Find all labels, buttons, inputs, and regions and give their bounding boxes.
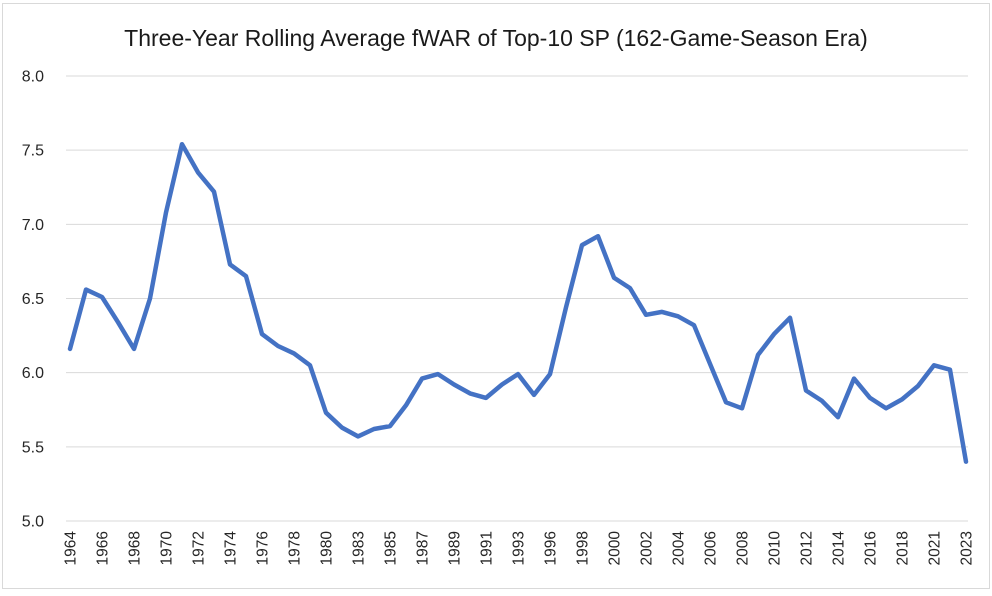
- y-tick-label: 6.0: [22, 365, 44, 382]
- data-line-series: [67, 141, 969, 464]
- x-tick-label: 1966: [95, 531, 112, 565]
- x-tick-label: 2023: [959, 531, 976, 565]
- chart-area: Three-Year Rolling Average fWAR of Top-1…: [2, 3, 990, 589]
- y-tick-label: 6.5: [22, 291, 44, 308]
- x-tick-label: 1996: [543, 531, 560, 565]
- y-axis-tick-labels: 5.0 5.5 6.0 6.5 7.0 7.5 8.0: [22, 69, 44, 531]
- x-axis-tick-labels: 1964 1966 1968 1970 1972 1974 1976 1978 1980 1983…: [63, 531, 976, 566]
- x-tick-label: 1991: [479, 531, 496, 565]
- gridlines-group: [66, 75, 968, 522]
- y-tick-label: 7.0: [22, 217, 44, 234]
- x-tick-label: 1998: [575, 531, 592, 565]
- x-tick-label: 2018: [895, 531, 912, 565]
- x-tick-label: 1970: [159, 531, 176, 566]
- x-tick-label: 1968: [127, 531, 144, 565]
- x-tick-label: 1976: [255, 531, 272, 565]
- x-tick-label: 2008: [735, 531, 752, 565]
- y-tick-label: 5.0: [22, 514, 44, 531]
- x-tick-label: 2016: [863, 531, 880, 565]
- x-tick-label: 1993: [511, 531, 528, 565]
- x-tick-label: 2002: [639, 531, 656, 565]
- x-tick-label: 2012: [799, 531, 816, 565]
- y-tick-label: 5.5: [22, 439, 44, 456]
- x-tick-label: 2004: [671, 531, 688, 566]
- x-tick-label: 2006: [703, 531, 720, 565]
- x-tick-label: 1978: [287, 531, 304, 565]
- x-tick-label: 2021: [927, 531, 944, 565]
- x-tick-label: 2010: [767, 531, 784, 566]
- x-tick-label: 2000: [607, 531, 624, 566]
- x-tick-label: 1989: [447, 531, 464, 565]
- x-tick-label: 2014: [831, 531, 848, 566]
- x-tick-label: 1985: [383, 531, 400, 565]
- line-chart-plot: 5.0 5.5 6.0 6.5 7.0 7.5 8.0 1964 1966 1968 1970 197…: [22, 69, 976, 566]
- x-tick-label: 1980: [319, 531, 336, 566]
- x-tick-label: 1964: [63, 531, 80, 566]
- x-tick-label: 1983: [351, 531, 368, 565]
- x-tick-label: 1987: [415, 531, 432, 565]
- x-tick-label: 1972: [191, 531, 208, 565]
- chart-title: Three-Year Rolling Average fWAR of Top-1…: [124, 25, 868, 51]
- x-tick-label: 1974: [223, 531, 240, 566]
- y-tick-label: 7.5: [22, 143, 44, 160]
- y-tick-label: 8.0: [22, 69, 44, 86]
